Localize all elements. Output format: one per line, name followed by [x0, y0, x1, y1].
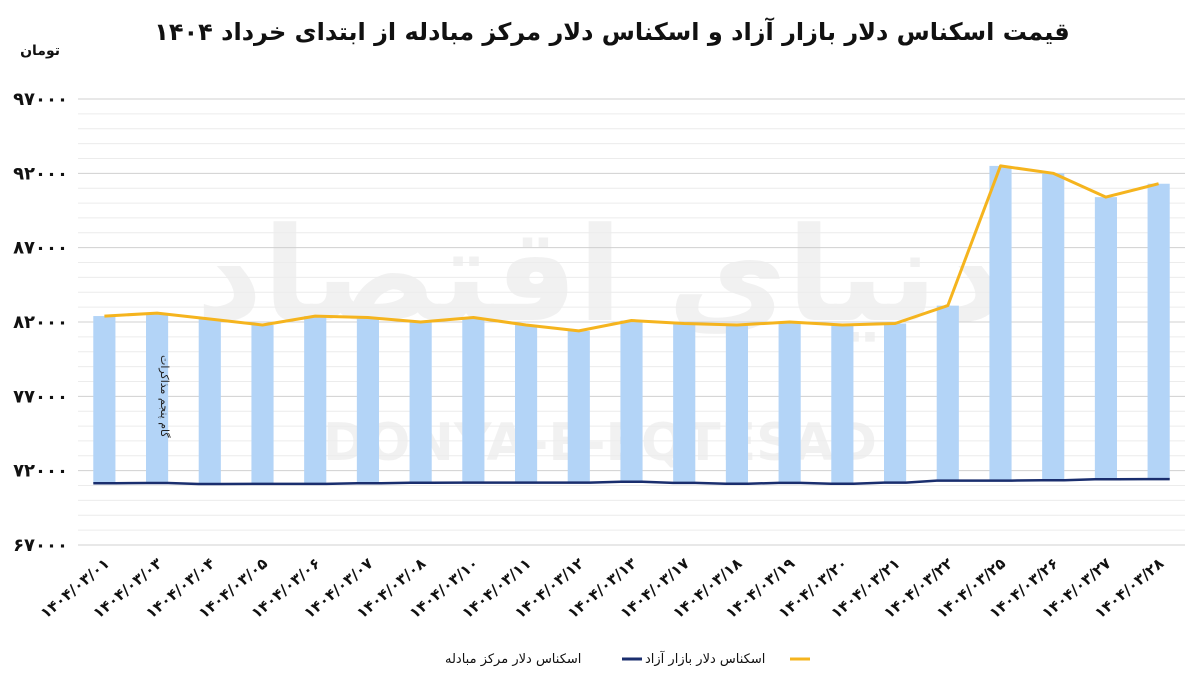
y-axis-unit-label: تومان	[20, 43, 60, 59]
legend-label-exchange-center: اسکناس دلار مرکز مبادله	[445, 652, 581, 667]
y-tick-label: ۷۷۰۰۰	[13, 386, 68, 407]
legend: اسکناس دلار بازار آزاد اسکناس دلار مرکز …	[445, 650, 810, 667]
bar	[1147, 183, 1170, 480]
bar	[884, 323, 907, 483]
bar	[620, 320, 643, 482]
y-tick-label: ۹۷۰۰۰	[13, 89, 68, 110]
series-line-free-market	[104, 164, 1159, 333]
bar	[567, 330, 590, 483]
bar	[409, 322, 432, 483]
y-axis-ticks: ۶۷۰۰۰ ۷۲۰۰۰ ۷۷۰۰۰ ۸۲۰۰۰ ۸۷۰۰۰ ۹۲۰۰۰ ۹۷۰۰۰	[13, 89, 68, 556]
bar	[936, 305, 959, 481]
bar	[198, 319, 221, 485]
lines	[93, 164, 1170, 486]
y-tick-label: ۸۲۰۰۰	[13, 312, 68, 333]
y-tick-label: ۶۷۰۰۰	[13, 535, 68, 556]
bar	[462, 317, 485, 483]
chart-title: قیمت اسکناس دلار بازار آزاد و اسکناس دلا…	[154, 17, 1070, 46]
bar	[146, 313, 169, 484]
bar	[989, 165, 1012, 481]
bar	[251, 324, 274, 484]
bar	[673, 323, 696, 483]
bar	[1042, 173, 1065, 481]
bars-free-market	[93, 165, 1170, 485]
legend-label-free-market: اسکناس دلار بازار آزاد	[645, 650, 765, 667]
bar	[304, 316, 327, 484]
series-line-exchange-center	[93, 477, 1170, 486]
bar	[515, 324, 538, 483]
y-tick-label: ۸۷۰۰۰	[13, 238, 68, 259]
bar	[778, 322, 801, 483]
y-tick-label: ۷۲۰۰۰	[13, 461, 68, 482]
bar	[831, 324, 854, 484]
annotations: گام پنجم مذاکرات	[158, 355, 171, 438]
bar	[725, 324, 748, 484]
annotation-label: گام پنجم مذاکرات	[158, 355, 171, 438]
y-tick-label: ۹۲۰۰۰	[13, 163, 68, 184]
bar	[1094, 197, 1117, 480]
bar	[93, 316, 116, 484]
x-axis-ticks: ۱۴۰۴/۰۳/۰۱۱۴۰۴/۰۳/۰۳۱۴۰۴/۰۳/۰۴۱۴۰۴/۰۳/۰۵…	[37, 554, 1167, 622]
bar	[356, 317, 379, 484]
